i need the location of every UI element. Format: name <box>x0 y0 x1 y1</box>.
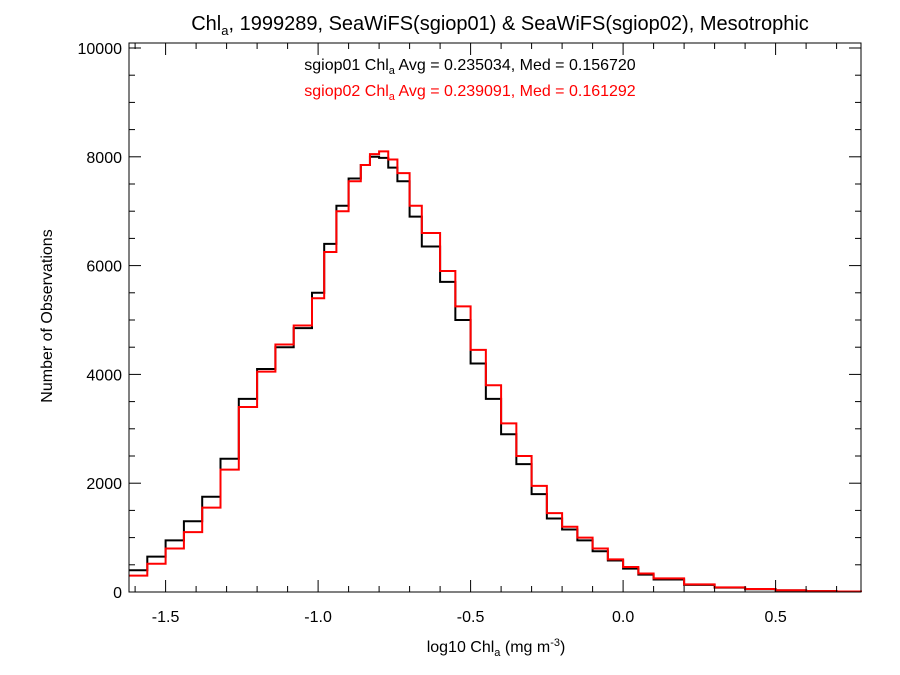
annotation-sgiop01-subscript: a <box>389 65 396 77</box>
x-tick-label: 0.5 <box>764 609 786 626</box>
annotation-sgiop02-suffix: Avg = 0.239091, Med = 0.161292 <box>395 83 636 100</box>
annotation-sgiop01: sgiop01 Chla Avg = 0.235034, Med = 0.156… <box>304 57 636 77</box>
title-prefix: Chl <box>191 13 221 35</box>
title-suffix: , 1999289, SeaWiFS(sgiop01) & SeaWiFS(sg… <box>228 13 808 35</box>
y-tick-label: 0 <box>113 585 122 602</box>
y-tick-label: 6000 <box>86 259 122 276</box>
y-tick-label: 2000 <box>86 476 122 493</box>
xlabel-mid: (mg m <box>500 639 550 656</box>
xlabel-superscript: -3 <box>550 637 560 649</box>
x-tick-label: -1.0 <box>304 609 332 626</box>
xlabel-subscript: a <box>494 647 501 659</box>
annotation-sgiop02-prefix: sgiop02 Chl <box>304 83 389 100</box>
histogram-series-2 <box>129 150 862 593</box>
histogram-series-1 <box>129 155 862 593</box>
annotation-sgiop01-prefix: sgiop01 Chl <box>304 57 389 74</box>
title-subscript: a <box>221 23 229 38</box>
y-tick-label: 8000 <box>86 150 122 167</box>
x-tick-label: -0.5 <box>457 609 485 626</box>
y-tick-label: 10000 <box>78 41 123 58</box>
y-axis-label: Number of Observations <box>39 229 56 402</box>
y-tick-label: 4000 <box>86 367 122 384</box>
ticks-layer: -1.5 -1.0 -0.5 0.0 0.5 0 2000 4000 6000 8000 10000 <box>78 41 861 626</box>
x-axis-label: log10 Chla (mg m-3) <box>427 637 566 659</box>
x-tick-label: -1.5 <box>152 609 180 626</box>
x-tick-label: 0.0 <box>612 609 634 626</box>
annotation-sgiop01-suffix: Avg = 0.235034, Med = 0.156720 <box>395 57 636 74</box>
xlabel-prefix: log10 Chl <box>427 639 495 656</box>
chart-title: Chla, 1999289, SeaWiFS(sgiop01) & SeaWiF… <box>191 13 809 38</box>
xlabel-suffix: ) <box>560 639 565 656</box>
series-layer <box>129 150 862 593</box>
annotation-sgiop02-subscript: a <box>389 91 396 103</box>
plot-frame <box>128 42 862 593</box>
annotation-sgiop02: sgiop02 Chla Avg = 0.239091, Med = 0.161… <box>304 83 636 103</box>
